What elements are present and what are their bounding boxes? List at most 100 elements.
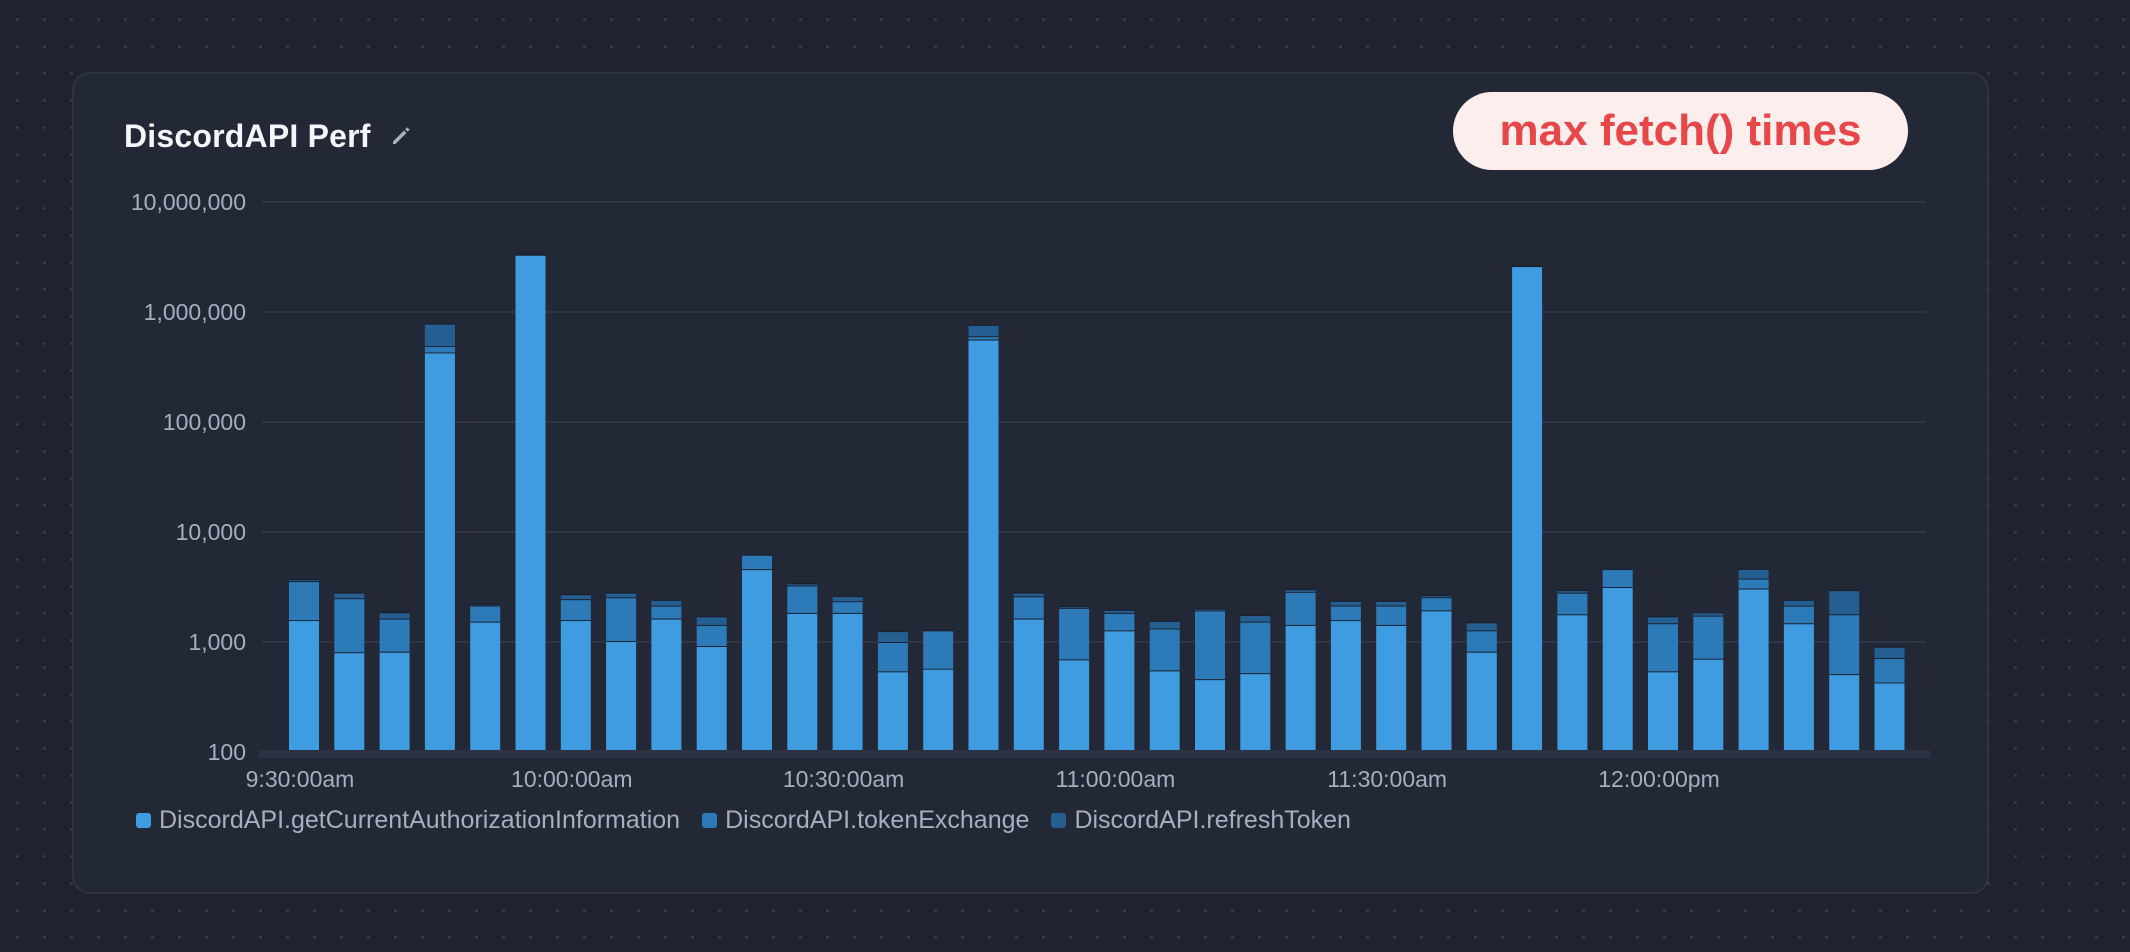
bar-segment bbox=[379, 652, 410, 752]
y-tick-label: 100,000 bbox=[163, 409, 246, 435]
bar-segment bbox=[968, 340, 999, 752]
bar-segment bbox=[334, 592, 365, 600]
x-tick-label: 9:30:00am bbox=[246, 766, 355, 792]
bar-segment bbox=[1874, 647, 1905, 660]
annotation-text: max fetch() times bbox=[1499, 106, 1862, 155]
panel-header: DiscordAPI Perf bbox=[124, 116, 413, 156]
bar-segment bbox=[606, 592, 637, 599]
bar-segment bbox=[334, 599, 365, 654]
bar-segment bbox=[606, 642, 637, 752]
bar-segment bbox=[1421, 598, 1452, 612]
bar-segment bbox=[832, 602, 863, 614]
bar-segment bbox=[696, 616, 727, 626]
bar-segment bbox=[1195, 608, 1225, 612]
bar-segment bbox=[1874, 683, 1905, 752]
bar-segment bbox=[1693, 659, 1724, 752]
bar-segment bbox=[877, 642, 908, 673]
legend-swatch bbox=[702, 812, 718, 828]
legend-label: DiscordAPI.refreshToken bbox=[1074, 805, 1351, 834]
bar-segment bbox=[1466, 652, 1497, 752]
bar-segment bbox=[1466, 631, 1497, 653]
bar-segment bbox=[1104, 613, 1135, 632]
bar-segment bbox=[832, 596, 863, 603]
y-tick-label: 10,000 bbox=[176, 519, 246, 545]
bar-segment bbox=[1149, 671, 1180, 752]
bar-segment bbox=[1240, 615, 1271, 623]
x-axis-baseline bbox=[258, 750, 1930, 758]
bar-segment bbox=[1783, 624, 1814, 752]
bar-segment bbox=[651, 619, 682, 752]
bar-segment bbox=[787, 586, 818, 614]
pencil-icon[interactable] bbox=[389, 124, 413, 148]
bar-segment bbox=[470, 604, 501, 607]
bar-segment bbox=[1240, 622, 1271, 675]
x-tick-label: 10:00:00am bbox=[511, 766, 632, 792]
y-tick-label: 10,000,000 bbox=[131, 189, 246, 215]
bar-segment bbox=[1240, 674, 1271, 752]
bar-segment bbox=[1829, 590, 1860, 616]
bar-segment bbox=[742, 570, 772, 752]
bar-segment bbox=[742, 555, 772, 571]
bar-segment bbox=[1829, 675, 1860, 752]
bar-segment bbox=[651, 606, 682, 620]
bar-segment bbox=[424, 353, 455, 752]
bar-segment bbox=[1557, 590, 1588, 594]
bar-segment bbox=[1104, 631, 1135, 752]
legend-item[interactable]: DiscordAPI.tokenExchange bbox=[702, 806, 1029, 835]
bar-segment bbox=[424, 347, 455, 354]
bar-segment bbox=[1783, 606, 1814, 625]
legend-item[interactable]: DiscordAPI.getCurrentAuthorizationInform… bbox=[136, 806, 680, 835]
bar-segment bbox=[289, 621, 319, 752]
bar-segment bbox=[1059, 660, 1090, 752]
bar-segment bbox=[334, 653, 365, 752]
bar-segment bbox=[379, 612, 410, 620]
bar-segment bbox=[651, 600, 682, 607]
bar-segment bbox=[787, 583, 818, 587]
bar-segment bbox=[1648, 624, 1678, 673]
bar-segment bbox=[1195, 611, 1225, 681]
bar-segment bbox=[289, 582, 319, 622]
bar-segment bbox=[1783, 600, 1814, 607]
bar-segment bbox=[1602, 587, 1633, 752]
bar-segment bbox=[968, 337, 999, 341]
bar-segment bbox=[1829, 615, 1860, 676]
bar-segment bbox=[1330, 621, 1361, 752]
bar-segment bbox=[1466, 622, 1497, 632]
bar-segment bbox=[832, 613, 863, 752]
bar-segment bbox=[1285, 625, 1316, 752]
bar-segment bbox=[606, 598, 637, 642]
bar-segment bbox=[1648, 672, 1678, 752]
x-tick-label: 10:30:00am bbox=[783, 766, 904, 792]
bar-segment bbox=[1376, 625, 1407, 752]
bar-segment bbox=[470, 606, 501, 623]
bar-segment bbox=[1557, 615, 1588, 752]
bar-segment bbox=[923, 631, 954, 670]
bar-segment bbox=[470, 622, 501, 752]
legend-swatch bbox=[136, 812, 151, 828]
bar-segment bbox=[877, 672, 908, 752]
legend-label: DiscordAPI.getCurrentAuthorizationInform… bbox=[159, 805, 681, 834]
legend-item[interactable]: DiscordAPI.refreshToken bbox=[1051, 806, 1351, 835]
bar-segment bbox=[289, 579, 319, 583]
bar-segment bbox=[560, 621, 591, 752]
y-tick-label: 100 bbox=[208, 739, 246, 765]
bar-segment bbox=[1013, 619, 1044, 752]
bar-segment bbox=[1330, 606, 1361, 622]
bar-segment bbox=[1512, 266, 1543, 752]
bar-segment bbox=[1602, 570, 1633, 588]
bar-segment bbox=[1195, 680, 1225, 752]
bar-segment bbox=[877, 631, 908, 643]
bar-segment bbox=[923, 669, 954, 752]
chart-legend: DiscordAPI.getCurrentAuthorizationInform… bbox=[136, 804, 1351, 836]
bar-segment bbox=[696, 625, 727, 648]
bar-segment bbox=[379, 619, 410, 653]
bar-segment bbox=[1738, 589, 1769, 752]
legend-label: DiscordAPI.tokenExchange bbox=[725, 805, 1030, 834]
bar-segment bbox=[560, 600, 591, 622]
bar-segment bbox=[1557, 593, 1588, 616]
bar-segment bbox=[968, 325, 999, 338]
bar-segment bbox=[1693, 616, 1724, 660]
legend-swatch bbox=[1051, 812, 1067, 828]
bar-segment bbox=[1738, 579, 1769, 590]
